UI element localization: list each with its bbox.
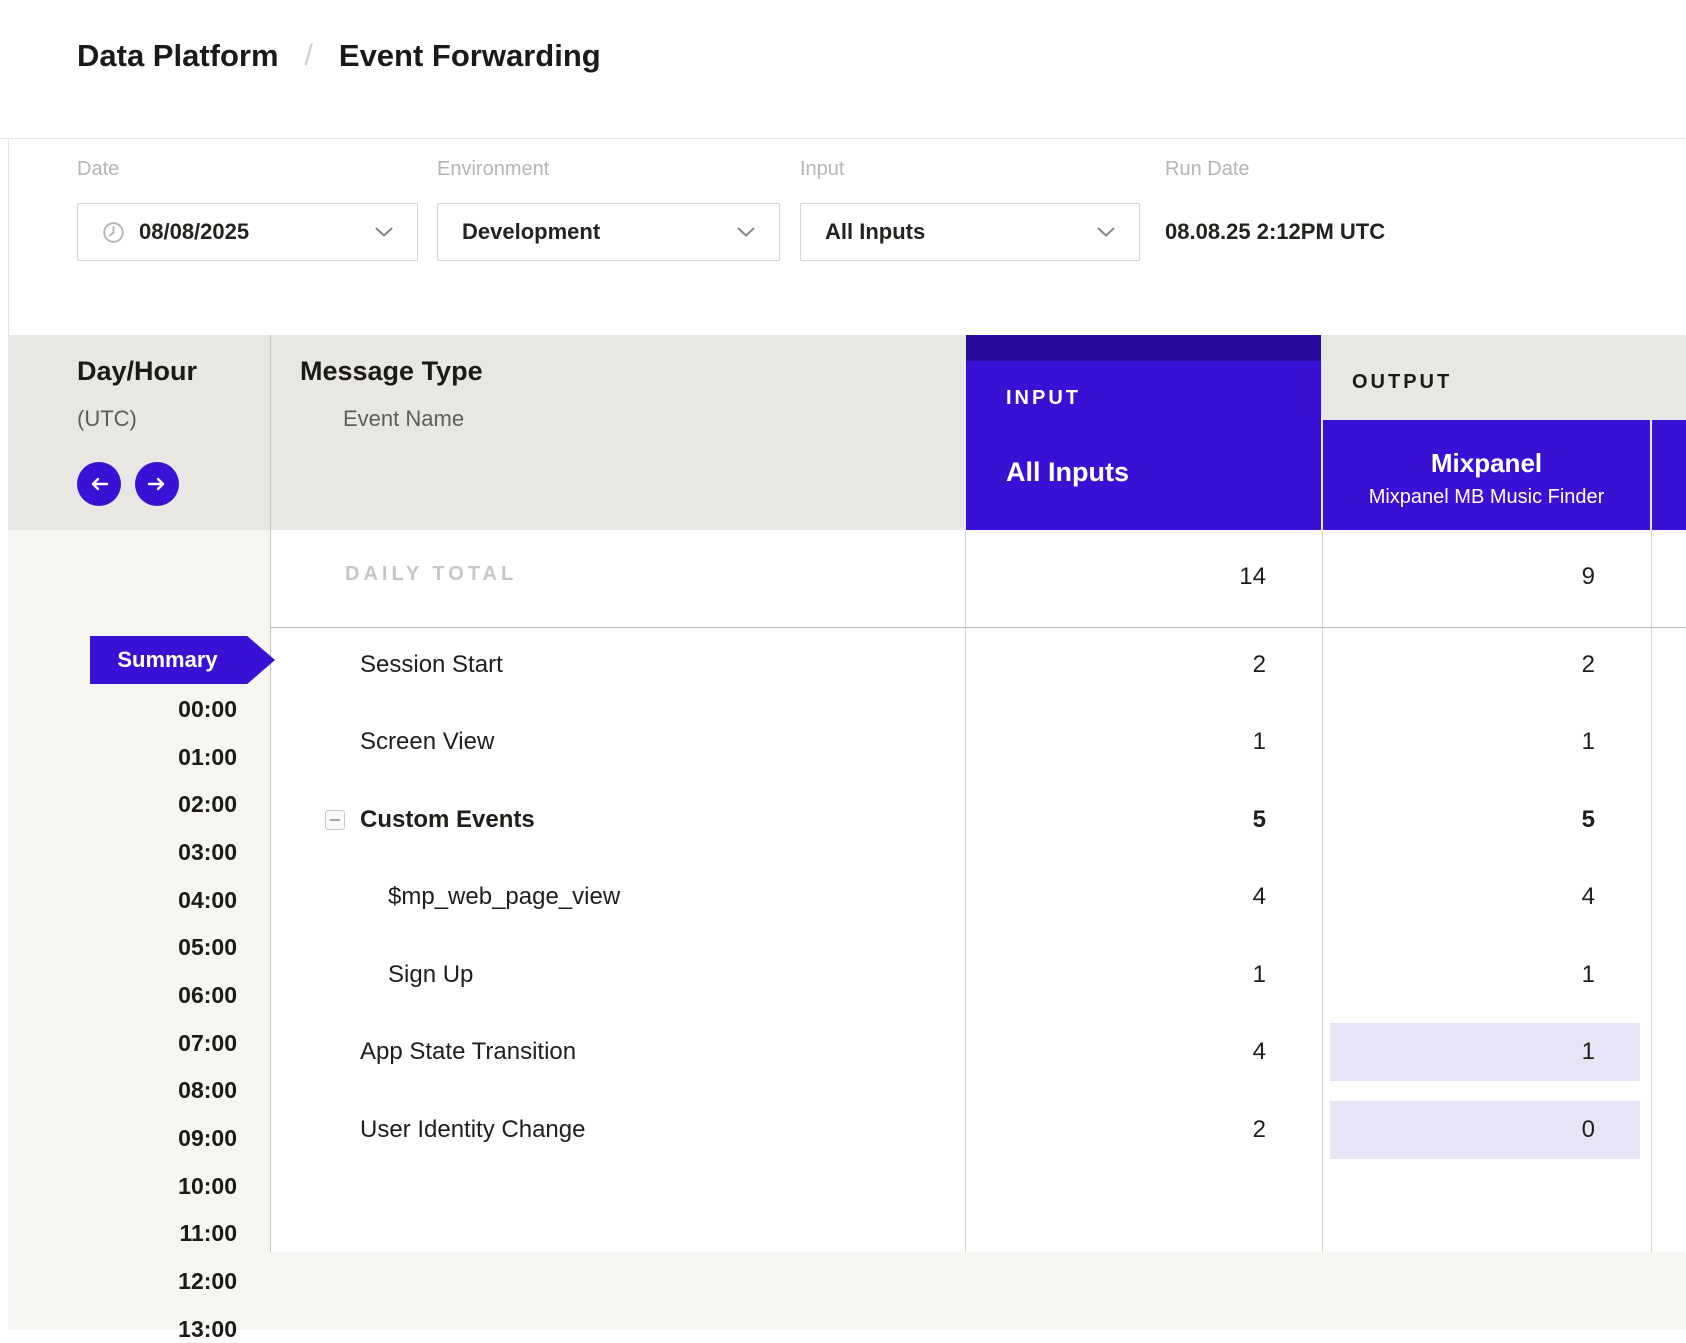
breadcrumb-section[interactable]: Data Platform bbox=[77, 38, 279, 73]
divider bbox=[1322, 530, 1323, 1330]
collapse-custom-events-button[interactable] bbox=[325, 810, 345, 830]
hour-item-00[interactable]: 00:00 bbox=[178, 696, 237, 722]
output-highlight-cell bbox=[1330, 1023, 1640, 1081]
daily-total-output-count: 9 bbox=[1581, 563, 1595, 590]
event-row-label: $mp_web_page_view bbox=[388, 883, 621, 910]
chevron-down-icon bbox=[737, 227, 755, 237]
event-row-label: Custom Events bbox=[360, 806, 535, 833]
hour-item-05[interactable]: 05:00 bbox=[178, 934, 237, 960]
breadcrumb: Data Platform / Event Forwarding bbox=[0, 0, 1686, 139]
output-count: 2 bbox=[1581, 651, 1595, 678]
run-date-value: 08.08.25 2:12PM UTC bbox=[1165, 219, 1386, 244]
divider bbox=[270, 335, 271, 1330]
input-select-value: All Inputs bbox=[825, 219, 926, 244]
input-filter-label: Input bbox=[800, 158, 845, 180]
input-count: 4 bbox=[1252, 1038, 1266, 1065]
breadcrumb-separator: / bbox=[304, 39, 313, 72]
divider bbox=[965, 530, 966, 1330]
table-footer-band bbox=[270, 1252, 1686, 1330]
input-count: 1 bbox=[1252, 961, 1266, 988]
hour-item-10[interactable]: 10:00 bbox=[178, 1173, 237, 1199]
event-row-label: App State Transition bbox=[360, 1038, 577, 1065]
output-count: 1 bbox=[1581, 728, 1595, 755]
clock-icon bbox=[102, 221, 125, 244]
left-arrow-icon bbox=[89, 477, 109, 491]
input-column-header[interactable]: INPUT All Inputs bbox=[966, 335, 1321, 530]
divider bbox=[1651, 530, 1652, 1330]
next-day-button[interactable] bbox=[135, 462, 179, 506]
hour-item-11[interactable]: 11:00 bbox=[179, 1220, 237, 1246]
environment-filter-label: Environment bbox=[437, 158, 550, 180]
environment-select[interactable]: Development bbox=[437, 203, 780, 261]
summary-flag[interactable]: Summary bbox=[90, 636, 275, 684]
date-filter-label: Date bbox=[77, 158, 120, 180]
divider bbox=[271, 627, 1686, 628]
output-connection-name: Mixpanel bbox=[1430, 448, 1543, 478]
output-count: 1 bbox=[1581, 961, 1595, 988]
input-count: 5 bbox=[1252, 806, 1266, 833]
previous-day-button[interactable] bbox=[77, 462, 121, 506]
day-hour-timezone: (UTC) bbox=[77, 406, 137, 431]
input-column-kicker: INPUT bbox=[1006, 387, 1081, 409]
date-select[interactable]: 08/08/2025 bbox=[77, 203, 418, 261]
page-title: Event Forwarding bbox=[338, 38, 601, 73]
hour-item-07[interactable]: 07:00 bbox=[178, 1030, 237, 1056]
event-name-subheader: Event Name bbox=[343, 406, 465, 431]
environment-select-value: Development bbox=[462, 219, 601, 244]
hour-item-06[interactable]: 06:00 bbox=[178, 982, 237, 1008]
input-count: 2 bbox=[1252, 651, 1266, 678]
event-row-label: Session Start bbox=[360, 651, 503, 678]
output-count: 1 bbox=[1581, 1038, 1595, 1065]
output-count: 0 bbox=[1581, 1116, 1595, 1143]
hour-item-13[interactable]: 13:00 bbox=[178, 1316, 237, 1342]
chevron-down-icon bbox=[1097, 227, 1115, 237]
event-row-label: Screen View bbox=[360, 728, 495, 755]
hour-item-08[interactable]: 08:00 bbox=[178, 1077, 237, 1103]
hour-item-02[interactable]: 02:00 bbox=[178, 791, 237, 817]
output-connection-subtitle: Mixpanel MB Music Finder bbox=[1368, 486, 1605, 508]
day-hour-header: Day/Hour bbox=[77, 356, 198, 386]
output-count: 4 bbox=[1581, 883, 1595, 910]
hour-item-01[interactable]: 01:00 bbox=[178, 744, 237, 770]
message-type-header: Message Type bbox=[300, 356, 483, 386]
output-column-header[interactable]: Mixpanel Mixpanel MB Music Finder bbox=[1323, 420, 1650, 530]
daily-total-input-count: 14 bbox=[1239, 563, 1266, 590]
input-select[interactable]: All Inputs bbox=[800, 203, 1140, 261]
daily-total-label: DAILY TOTAL bbox=[345, 563, 518, 585]
event-row-label: User Identity Change bbox=[360, 1116, 586, 1143]
output-highlight-cell bbox=[1330, 1101, 1640, 1159]
right-arrow-icon bbox=[147, 477, 167, 491]
hour-item-04[interactable]: 04:00 bbox=[178, 887, 237, 913]
date-select-value: 08/08/2025 bbox=[139, 219, 250, 244]
hour-item-09[interactable]: 09:00 bbox=[178, 1125, 237, 1151]
run-date-label: Run Date bbox=[1165, 158, 1250, 180]
input-count: 2 bbox=[1252, 1116, 1266, 1143]
output-column-partial bbox=[1652, 420, 1686, 530]
input-count: 4 bbox=[1252, 883, 1266, 910]
hour-item-03[interactable]: 03:00 bbox=[178, 839, 237, 865]
output-section-label: OUTPUT bbox=[1352, 371, 1453, 393]
chevron-down-icon bbox=[375, 227, 393, 237]
hour-item-12[interactable]: 12:00 bbox=[178, 1268, 237, 1294]
input-column-name: All Inputs bbox=[1006, 457, 1129, 487]
event-row-label: Sign Up bbox=[388, 961, 474, 988]
minus-icon bbox=[329, 814, 341, 826]
input-count: 1 bbox=[1252, 728, 1266, 755]
output-count: 5 bbox=[1581, 806, 1595, 833]
